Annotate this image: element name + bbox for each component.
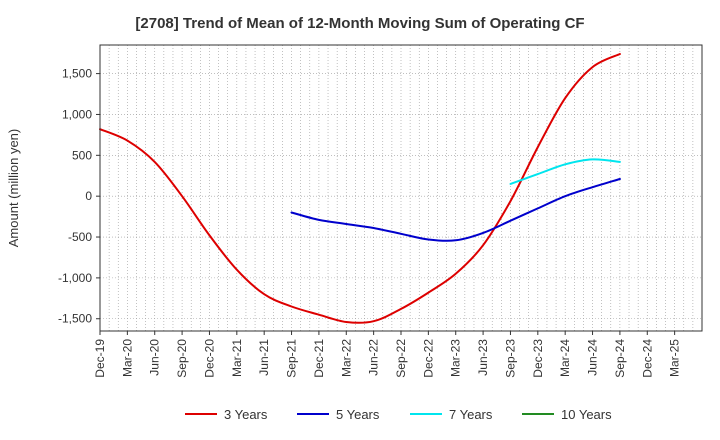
x-tick-label: Dec-24 — [640, 339, 654, 378]
x-tick-label: Jun-20 — [148, 339, 162, 376]
y-tick-label: 1,500 — [62, 67, 92, 81]
series-line-3-years — [99, 53, 621, 324]
x-tick-label: Dec-21 — [312, 339, 326, 378]
series-line-7-years — [509, 158, 621, 185]
x-tick-label: Mar-22 — [339, 339, 353, 377]
legend: 3 Years 5 Years 7 Years 10 Years — [185, 407, 612, 422]
legend-label-3-years: 3 Years — [224, 407, 268, 422]
x-tick-label: Sep-21 — [285, 339, 299, 378]
x-tick-label: Mar-21 — [230, 339, 244, 377]
x-tick-label: Mar-25 — [668, 339, 682, 377]
series-line-5-years — [290, 178, 621, 242]
series-lines — [99, 53, 621, 324]
legend-label-7-years: 7 Years — [449, 407, 493, 422]
x-tick-label: Sep-20 — [175, 339, 189, 378]
legend-label-10-years: 10 Years — [561, 407, 612, 422]
x-tick-label: Dec-22 — [421, 339, 435, 378]
chart-title: [2708] Trend of Mean of 12-Month Moving … — [135, 15, 584, 32]
plot-area — [100, 45, 702, 331]
x-tick-label: Mar-20 — [120, 339, 134, 377]
x-tick-label: Jun-24 — [586, 339, 600, 376]
x-axis-ticks: Dec-19 Mar-20 Jun-20 Sep-20 Dec-20 Mar-21 Jun-… — [93, 331, 682, 378]
x-tick-label: Dec-23 — [531, 339, 545, 378]
x-tick-label: Jun-22 — [367, 339, 381, 376]
y-axis-ticks: 1,500 1,000 500 0 -500 -1,000 -1,500 — [58, 67, 100, 326]
x-tick-label: Mar-24 — [558, 339, 572, 377]
x-tick-label: Jun-21 — [257, 339, 271, 376]
y-axis-label: Amount (million yen) — [6, 129, 21, 248]
x-tick-label: Mar-23 — [449, 339, 463, 377]
y-tick-label: 500 — [72, 148, 92, 162]
y-tick-label: -500 — [68, 230, 92, 244]
x-tick-label: Dec-19 — [93, 339, 107, 378]
y-tick-label: 0 — [85, 189, 92, 203]
grid — [100, 45, 702, 331]
y-tick-label: 1,000 — [62, 107, 92, 121]
x-tick-label: Sep-24 — [613, 339, 627, 378]
x-tick-label: Sep-22 — [394, 339, 408, 378]
y-tick-label: -1,500 — [58, 312, 92, 326]
x-tick-label: Jun-23 — [476, 339, 490, 376]
y-tick-label: -1,000 — [58, 271, 92, 285]
legend-label-5-years: 5 Years — [336, 407, 380, 422]
x-tick-label: Dec-20 — [202, 339, 216, 378]
x-tick-label: Sep-23 — [503, 339, 517, 378]
